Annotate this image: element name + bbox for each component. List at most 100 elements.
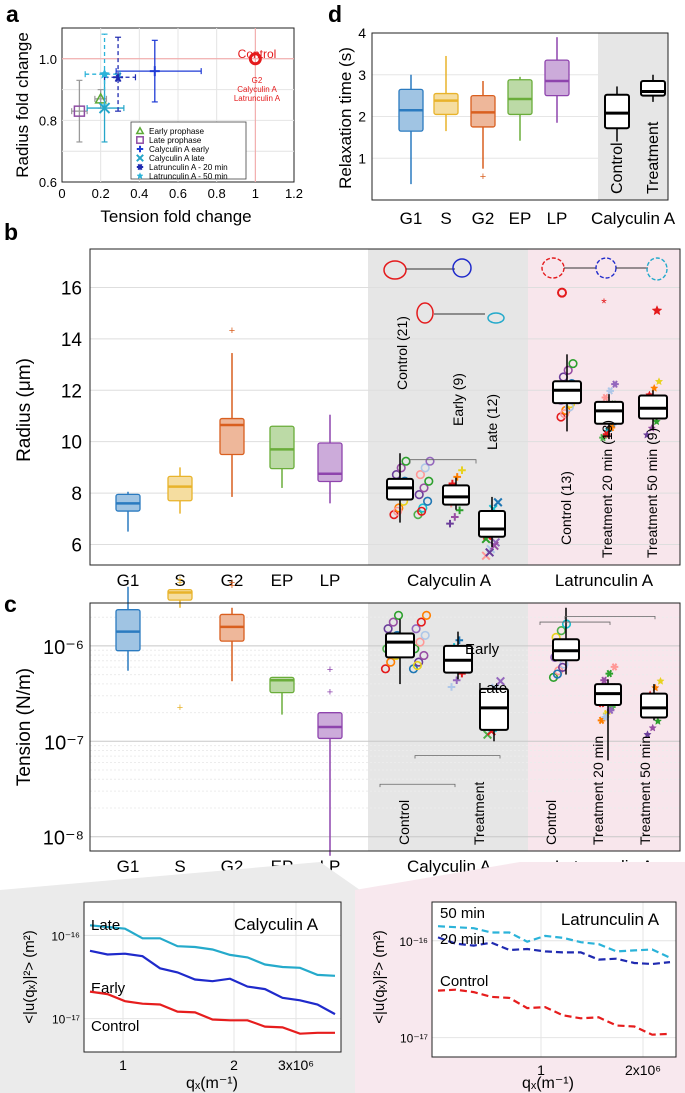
panel-a-xtick: 0 [58,186,65,201]
panel-b-annotation-1: Early (9) [450,373,466,426]
panel-c-box-1-outlier: + [177,577,183,589]
panel-c-cell-marker [552,669,563,679]
panel-letter-d: d [328,1,342,27]
panel-d-group-item: Treatment [645,121,662,194]
panel-c-cell-marker [388,617,398,627]
panel-b-ylabel: Radius (μm) [14,358,35,462]
panel-a-legend-label: Late prophase [149,136,202,145]
panel-b-cell-marker [652,417,661,426]
panel-a-legend-label: Latrunculin A - 50 min [149,172,228,181]
il-content-ytick: 10⁻¹⁷ [52,1013,80,1027]
panel-b-cell-marker [559,409,570,419]
inset-right-axes-frame [431,901,677,1058]
il-content-ytick: 10⁻¹⁶ [51,929,80,943]
panel-b-outlier-star: * [601,295,607,311]
panel-c-cell-marker [452,676,461,685]
panel-a-legend-marker [135,126,145,135]
panel-d-xtick-G2: G2 [472,209,495,228]
panel-c-cell-marker [600,676,608,685]
panel-c-ytick: 10⁻⁶ [43,637,84,659]
panel-c-ylabel: Tension (N/m) [14,668,35,786]
panel-b-axes-frame [89,248,681,566]
panel-b-cell-marker [606,387,614,395]
panel-b-cell-marker [485,547,495,557]
panel-b-cell-marker [393,506,403,516]
panel-c-annotation-rot-1: Treatment [471,782,487,845]
panel-d-group-label: Calyculin A [591,209,676,228]
inset-latrunculin-plot: 10⁻¹⁶ 10⁻¹⁷ 1 2x10⁶ 50 min 20 min Control qₓ(m… [371,901,677,1092]
ir-content-ytick: 10⁻¹⁷ [400,1032,428,1046]
panel-b-ytick: 14 [61,330,83,351]
panel-c-box-4-outlier: + [327,687,333,699]
panel-b-cell-sketch [646,257,668,281]
panel-d-ytick: 2 [358,109,366,125]
panel-a-xtick: 0.6 [169,186,187,201]
panel-c-cell-marker [455,636,464,644]
panel-b-cell-marker [419,483,429,493]
panel-c-box-10-box [640,692,668,719]
inset-left-xlabel: qₓ(m⁻¹) [186,1075,238,1092]
panel-c-box-1-outlier: + [177,702,183,714]
panel-c-axes-frame [89,602,681,852]
panel-c-sig-bracket [414,755,501,759]
panel-d-boxplot: 1 2 3 4 + G1 S G2 EP LP Control Treatment Relaxatio… [336,25,676,228]
panel-b-annotation-3: Control (13) [558,471,574,545]
panel-b-cell-marker [414,490,424,500]
panel-c-box-2-outlier: + [229,577,235,589]
panel-c-xtick-G1: G1 [117,857,140,876]
panel-b-xtick-G2: G2 [221,571,244,590]
panel-b-ytick: 10 [61,433,82,454]
panel-c-cell-marker [648,723,657,732]
panel-a-legend-label: Early prophase [149,127,205,136]
panel-a-control-label: Control [238,47,277,61]
panel-a-point-5 [99,68,110,79]
panel-c-cell-marker [411,624,421,634]
panel-c-sig-bracket [379,783,456,788]
panel-b-xtick-EP: EP [271,571,294,590]
panel-d-box-G2-outlier: + [480,171,486,183]
panel-b-cell-sketch [487,312,505,324]
panel-b-ytick: 12 [61,381,82,402]
inset-right-title: Latrunculin A [561,910,660,929]
panel-a-point-1 [73,105,86,117]
panel-b-cell-marker [647,423,657,432]
panel-b-box-3-box [269,425,295,470]
panel-b-cell-marker [425,456,435,466]
panel-c-sig-bracket [564,615,656,620]
panel-d-ytick: 4 [358,25,366,41]
panel-c-ytick: 10⁻⁸ [43,828,84,850]
panel-c-ytick: 10⁻⁷ [44,732,84,754]
panel-b-boxplot: 6 8 10 12 14 16 + G1 S G2 EP LP * Control (21) Early (… [14,248,681,590]
panel-a-scatter: 0 0.2 0.4 0.6 0.8 1 1.2 0.6 0.8 1.0 Tension fold … [13,27,303,226]
panel-c-cell-marker [447,683,456,691]
panel-b-cell-marker [458,466,466,474]
panel-c-annotation-rot-0: Control [396,800,412,845]
panel-b-cell-marker [415,469,426,480]
panel-b-cell-marker [424,476,434,486]
panel-c-cell-marker [495,676,506,686]
panel-c-cell-marker [415,637,425,647]
panel-b-cell-sketch [452,258,472,278]
ir-content-series-label: 50 min [440,905,485,922]
inset-right-xlabel: qₓ(m⁻¹) [522,1075,574,1092]
panel-a-xlabel: Tension fold change [100,207,251,226]
panel-b-annotation-4: Treatment 20 min (13) [599,420,615,558]
panel-a-xtick: 0.2 [92,186,110,201]
panel-b-box-2-box [219,417,245,456]
panel-b-cell-marker [654,377,664,386]
panel-c-annotation-rot-3: Treatment 20 min [590,736,606,845]
panel-a-legend-label: Calyculin A early [149,145,210,154]
panel-b-cell-marker [493,497,503,507]
panel-b-outlier-circle [557,287,567,298]
ir-content-xtick: 1 [537,1062,545,1078]
il-content-series-label: Late [91,917,120,934]
panel-d-box-LP-box [544,59,570,97]
panel-b-cell-sketch [416,302,434,324]
panel-b-cell-marker [455,506,464,515]
panel-c-box-4-outlier: + [327,664,333,676]
panel-a-xtick: 1.2 [285,186,303,201]
panel-a-ylabel: Radius fold change [13,32,32,178]
panel-b-cell-marker [611,380,619,388]
